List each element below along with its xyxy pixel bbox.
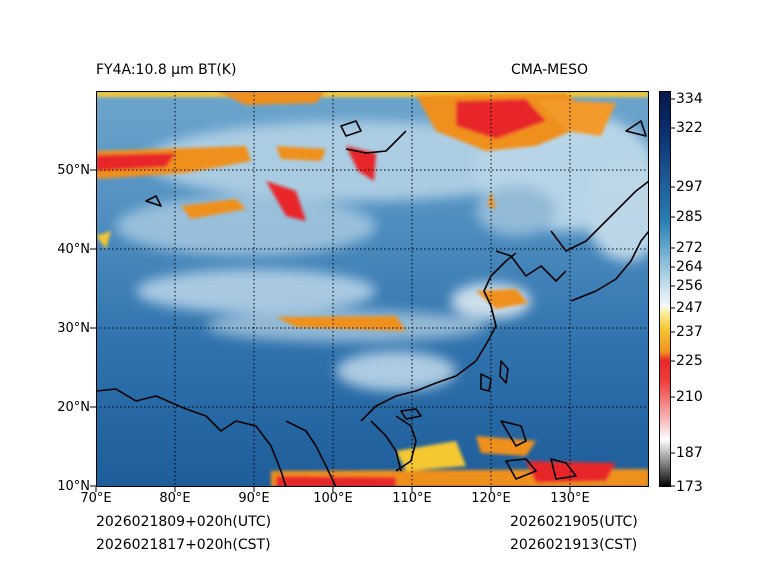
colorbar-tick-marks	[671, 98, 675, 487]
lon-tick-marks	[95, 487, 571, 492]
colorbar-label-225: 225	[676, 353, 703, 369]
colorbar-label-210: 210	[676, 389, 703, 405]
lat-label-20: 20°N	[57, 400, 90, 415]
colorbar-label-297: 297	[676, 179, 703, 195]
graticule	[96, 91, 649, 487]
map-border	[96, 91, 649, 487]
lon-label-90: 90°E	[238, 491, 270, 506]
valid-time-cst: 2026021913(CST)	[510, 537, 638, 553]
colorbar-label-322: 322	[676, 120, 703, 136]
colorbar-label-247: 247	[676, 300, 703, 316]
colorbar-label-256: 256	[676, 278, 703, 294]
lon-label-70: 70°E	[80, 491, 112, 506]
lon-label-80: 80°E	[159, 491, 191, 506]
init-time-utc: 2026021809+020h(UTC)	[96, 514, 272, 530]
lon-label-110: 110°E	[392, 491, 432, 506]
colorbar-label-272: 272	[676, 240, 703, 256]
lat-label-50: 50°N	[57, 163, 90, 178]
model-name: CMA-MESO	[511, 62, 589, 78]
colorbar-label-334: 334	[676, 91, 703, 107]
colorbar-label-264: 264	[676, 259, 703, 275]
brightness-temperature-colorbar	[659, 91, 671, 487]
lon-label-130: 130°E	[550, 491, 590, 506]
colorbar-label-187: 187	[676, 445, 703, 461]
satellite-map	[96, 91, 649, 487]
lat-tick-marks	[90, 169, 96, 487]
init-time-cst: 2026021817+020h(CST)	[96, 537, 271, 553]
map-title: FY4A:10.8 µm BT(K)	[96, 62, 237, 78]
lon-label-100: 100°E	[313, 491, 353, 506]
colorbar-label-173: 173	[676, 479, 703, 495]
lon-label-120: 120°E	[471, 491, 511, 506]
valid-time-utc: 2026021905(UTC)	[510, 514, 638, 530]
colorbar-label-237: 237	[676, 324, 703, 340]
lat-label-30: 30°N	[57, 321, 90, 336]
coastlines	[96, 120, 649, 487]
lat-label-10: 10°N	[57, 479, 90, 494]
lat-label-40: 40°N	[57, 242, 90, 257]
colorbar-label-285: 285	[676, 209, 703, 225]
